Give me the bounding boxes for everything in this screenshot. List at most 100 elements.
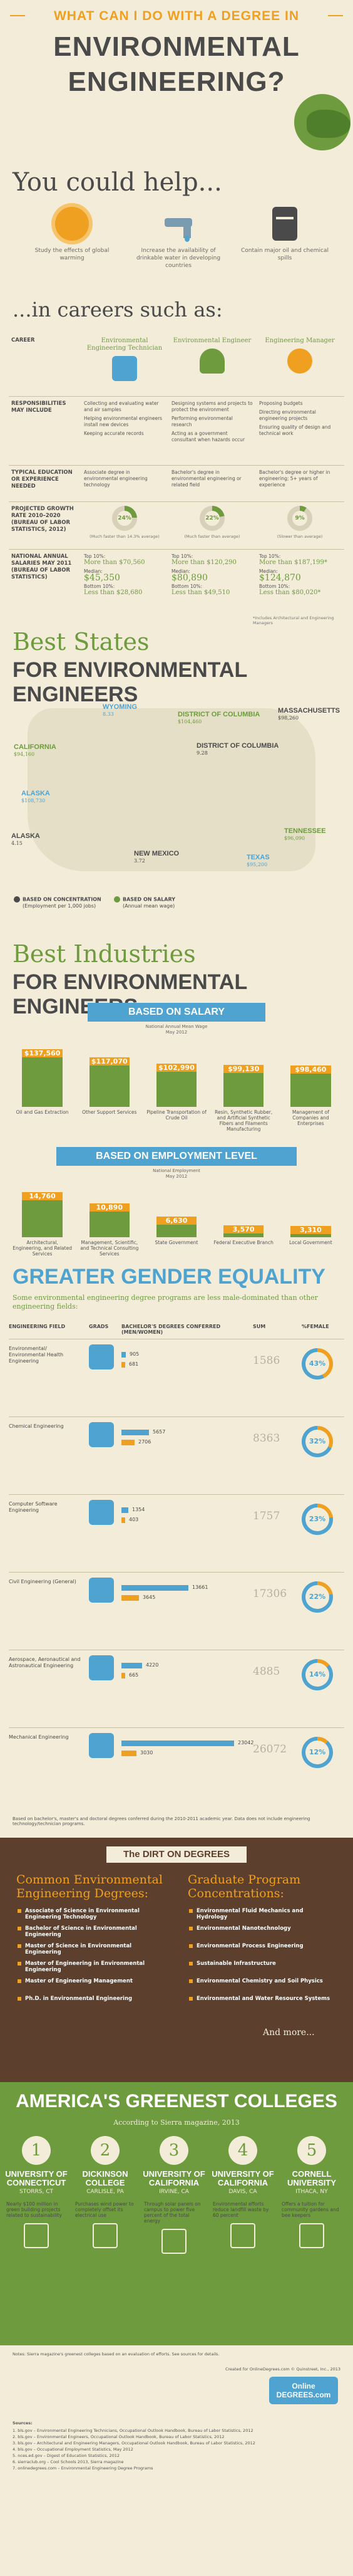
salary-banner: BASED ON SALARY [88,1003,265,1022]
chart-bar [22,1193,63,1237]
globe-icon [294,94,350,150]
header: WHAT CAN I DO WITH A DEGREE IN ENVIRONME… [0,0,353,157]
sum-value: 26072 [253,1743,287,1756]
us-map: WYOMING 8.33 DISTRICT OF COLUMBIA $104,460… [9,689,344,928]
source-item[interactable]: 2. bls.gov – Environmental Engineers, Oc… [13,2434,225,2439]
bar-category-label: Local Government [289,1240,332,1245]
salary-top: More than $70,560 [84,559,145,566]
resp-item: Keeping accurate records [84,431,144,436]
header-title-line2: ENGINEERING? [68,66,285,97]
help-item-text: Contain major oil and chemical spills [240,248,329,261]
degree-item: Associate of Science in Environmental En… [18,1908,163,1920]
employment-chart: 14,760 Architectural, Engineering, and Re… [9,1181,344,1262]
source-item[interactable]: 6. sierraclub.org – Cool Schools 2013, S… [13,2459,124,2464]
bar-value-label: 10,890 [89,1203,130,1212]
grads-icon [89,1655,114,1680]
source-item[interactable]: 4. bls.gov – Occupational Employment Sta… [13,2447,133,2452]
degree-item: Ph.D. in Environmental Engineering [18,1996,163,2002]
faucet-icon [160,207,197,242]
source-item[interactable]: 7. onlinedegrees.com – Environmental Eng… [13,2466,153,2471]
female-percent-value: 43% [305,1352,329,1376]
rank-number: 4 [228,2136,257,2165]
degree-item: Master of Science in Environmental Engin… [18,1943,163,1956]
source-item[interactable]: 1. bls.gov – Environmental Engineering T… [13,2428,253,2433]
onlinedegrees-logo[interactable]: Online DEGREES.com [269,2377,338,2404]
chart-bar [22,1050,63,1107]
salary-cell: Top 10%: More than $70,560 Median: $45,3… [84,553,165,596]
row-label: CAREER [11,337,35,343]
state-label: ALASKA $108,730 [21,790,50,804]
source-item[interactable]: 3. bls.gov – Architectural and Engineeri… [13,2441,255,2446]
gender-row: Computer Software Engineering 1354 403 1757… [9,1494,344,1572]
recycle-icon [24,2223,49,2248]
help-title: You could help... [13,168,222,197]
row-label: PROJECTED GROWTH RATE 2010–2020 (BUREAU … [11,506,74,533]
gender-row: Aerospace, Aeronautical and Astronautica… [9,1650,344,1727]
career-col: Environmental Engineer [171,337,253,374]
sum-value: 4885 [253,1665,280,1678]
female-percent-value: 23% [305,1507,329,1531]
men-value: 5657 [153,1429,166,1435]
field-name: Computer Software Engineering [9,1501,58,1513]
female-percent-pie: 14% [302,1659,333,1690]
college-card: 2 DICKINSON COLLEGE CARLISLE, PA Purchas… [73,2136,138,2248]
dirt-section: The DIRT ON DEGREES Common Environmental… [0,1838,353,2082]
footer-created: Created for OnlineDegrees.com © Quinstre… [225,2367,340,2372]
careers-row-responsibilities: RESPONSIBILITIES MAY INCLUDE Collecting … [9,396,344,465]
bar-category-label: Pipeline Transportation of Crude Oil [146,1109,207,1121]
growth-pie: 9% [287,506,312,531]
college-location: DAVIS, CA [228,2189,257,2195]
footer: Notes: Sierra magazine's greenest colleg… [0,2345,353,2576]
women-value: 2706 [138,1439,151,1445]
state-label: ALASKA 4.15 [11,832,40,846]
dirt-more: And more... [263,2028,315,2038]
college-location: STORRS, CT [19,2189,54,2195]
growth-value: 9% [292,511,307,526]
grads-icon [89,1344,114,1369]
college-card: 4 UNIVERSITY OF CALIFORNIA DAVIS, CA Env… [210,2136,275,2248]
us-map-shape [28,708,315,871]
state-label: CALIFORNIA $94,160 [14,743,56,757]
salary-label: Top 10%: [84,553,106,559]
growth-note: (Slower than average) [277,534,323,539]
salary-label: Top 10%: [259,553,281,559]
growth-note: (Much faster than average) [184,534,240,539]
resp-item: Performing environmental research [171,416,233,427]
men-bar [121,1741,234,1746]
growth-cell: 24% (Much faster than 14.3% average) [84,506,165,540]
dirt-banner: The DIRT ON DEGREES [106,1846,247,1863]
bar-value-label: $98,460 [290,1065,331,1074]
gender-note: Based on bachelor's, master's and doctor… [13,1816,310,1826]
gender-subtitle: Some environmental engineering degree pr… [13,1294,318,1311]
careers-row-education: TYPICAL EDUCATION OR EXPERIENCE NEEDED A… [9,465,344,501]
women-value: 403 [129,1517,139,1522]
state-label: NEW MEXICO 3.72 [134,850,180,864]
bar-value-label: 3,570 [223,1225,264,1233]
grads-icon [89,1578,114,1603]
women-value: 3645 [143,1594,156,1600]
state-label: TENNESSEE $96,090 [284,827,326,841]
careers-row-growth: PROJECTED GROWTH RATE 2010–2020 (BUREAU … [9,501,344,549]
bar-category-label: Federal Executive Branch [213,1240,274,1245]
female-percent-pie: 43% [302,1348,333,1380]
bee-icon [299,2223,324,2248]
help-item-water: Increase the availability of drinkable w… [131,207,225,270]
header-subtitle: WHAT CAN I DO WITH A DEGREE IN [53,9,300,23]
gender-row: Mechanical Engineering 23042 3030 26072 12% [9,1727,344,1805]
bar-category-label: Other Support Services [82,1109,137,1115]
growth-pie: 24% [112,506,137,531]
source-item[interactable]: 5. nces.ed.gov – Digest of Education Sta… [13,2453,120,2458]
concentration-item: Environmental Process Engineering [189,1943,334,1949]
gender-row: Civil Engineering (General) 13661 3645 1730… [9,1572,344,1650]
field-name: Aerospace, Aeronautical and Astronautica… [9,1657,81,1668]
salary-chart-sub: National Annual Mean Wage May 2012 [145,1024,208,1035]
state-label: WYOMING 8.33 [103,703,137,717]
salary-bottom: Less than $49,510 [171,589,230,596]
sources-title: Sources: [13,2421,33,2426]
resp-list: Collecting and evaluating water and air … [84,401,165,437]
resp-item: Collecting and evaluating water and air … [84,401,159,412]
bar-value-label: $99,130 [223,1065,264,1073]
help-item-warming: Study the effects of global warming [25,207,119,262]
women-bar [121,1595,139,1601]
